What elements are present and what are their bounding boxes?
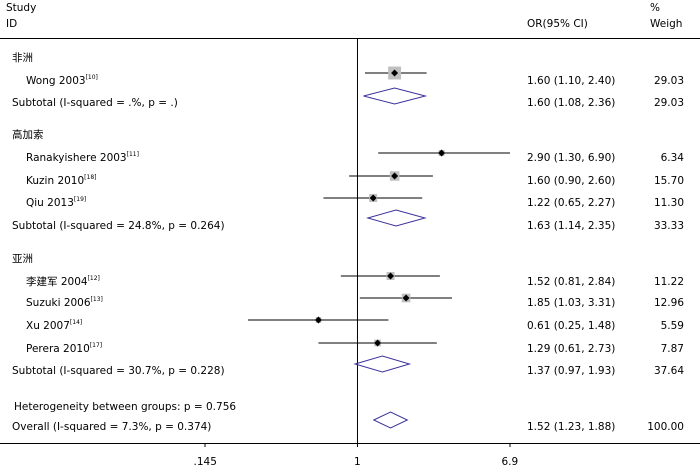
study-label: Suzuki 2006[13]: [26, 295, 103, 309]
x-tick-label: .145: [193, 456, 217, 468]
subtotal-diamond: [365, 209, 427, 227]
subtotal-diamond: [353, 355, 412, 373]
x-tick-label: 1: [353, 456, 361, 468]
overall-diamond: [372, 411, 409, 429]
study-weight: 6.34: [660, 152, 684, 164]
subtotal-weight: 29.03: [653, 97, 684, 109]
study-weight: 15.70: [653, 175, 684, 187]
study-or-ci: 1.60 (1.10, 2.40): [527, 75, 616, 87]
point-estimate-marker: [391, 172, 399, 180]
study-weight: 7.87: [660, 343, 684, 355]
subtotal-or-ci: 1.63 (1.14, 2.35): [527, 220, 616, 232]
header-weight: Weigh: [650, 18, 683, 30]
study-label: Wong 2003[10]: [26, 73, 98, 87]
header-percent: %: [650, 2, 660, 14]
group-label: 高加索: [12, 129, 44, 141]
heterogeneity-text: Heterogeneity between groups: p = 0.756: [14, 401, 237, 413]
study-weight: 11.30: [653, 197, 684, 209]
subtotal-diamond: [363, 87, 428, 105]
point-estimate-marker: [402, 294, 410, 302]
study-or-ci: 1.22 (0.65, 2.27): [527, 197, 616, 209]
point-estimate-marker: [387, 272, 395, 280]
point-estimate-marker: [369, 194, 377, 202]
overall-or-ci: 1.52 (1.23, 1.88): [527, 421, 616, 433]
header-study: Study: [6, 2, 37, 14]
top-rule: [0, 38, 700, 39]
overall-weight: 100.00: [647, 421, 684, 433]
study-label: Ranakyishere 2003[11]: [26, 150, 139, 164]
axis-rule: [0, 443, 700, 444]
study-or-ci: 2.90 (1.30, 6.90): [527, 152, 616, 164]
x-tick-label: 6.9: [501, 456, 519, 468]
group-label: 非洲: [12, 52, 33, 64]
header-id: ID: [6, 18, 18, 30]
point-estimate-marker: [314, 316, 322, 324]
study-or-ci: 1.60 (0.90, 2.60): [527, 175, 616, 187]
study-or-ci: 1.29 (0.61, 2.73): [527, 343, 616, 355]
header-or: OR(95% CI): [527, 18, 588, 30]
study-weight: 5.59: [660, 320, 684, 332]
study-label: Perera 2010[17]: [26, 341, 103, 355]
subtotal-label: Subtotal (I-squared = 24.8%, p = 0.264): [12, 220, 225, 232]
study-or-ci: 1.52 (0.81, 2.84): [527, 276, 616, 288]
study-label: 李建军 2004[12]: [26, 274, 100, 288]
subtotal-label: Subtotal (I-squared = 30.7%, p = 0.228): [12, 365, 225, 377]
group-label: 亚洲: [12, 253, 33, 265]
study-label: Xu 2007[14]: [26, 318, 83, 332]
subtotal-label: Subtotal (I-squared = .%, p = .): [12, 97, 178, 109]
subtotal-weight: 33.33: [653, 220, 684, 232]
overall-label: Overall (I-squared = 7.3%, p = 0.374): [12, 421, 212, 433]
study-weight: 11.22: [653, 276, 684, 288]
subtotal-or-ci: 1.60 (1.08, 2.36): [527, 97, 616, 109]
subtotal-or-ci: 1.37 (0.97, 1.93): [527, 365, 616, 377]
subtotal-weight: 37.64: [653, 365, 684, 377]
point-estimate-marker: [374, 339, 382, 347]
study-weight: 29.03: [653, 75, 684, 87]
study-label: Kuzin 2010[18]: [26, 173, 97, 187]
point-estimate-marker: [438, 149, 446, 157]
study-or-ci: 0.61 (0.25, 1.48): [527, 320, 616, 332]
study-label: Qiu 2013[19]: [26, 195, 87, 209]
point-estimate-marker: [391, 69, 399, 77]
study-weight: 12.96: [653, 297, 684, 309]
study-or-ci: 1.85 (1.03, 3.31): [527, 297, 616, 309]
